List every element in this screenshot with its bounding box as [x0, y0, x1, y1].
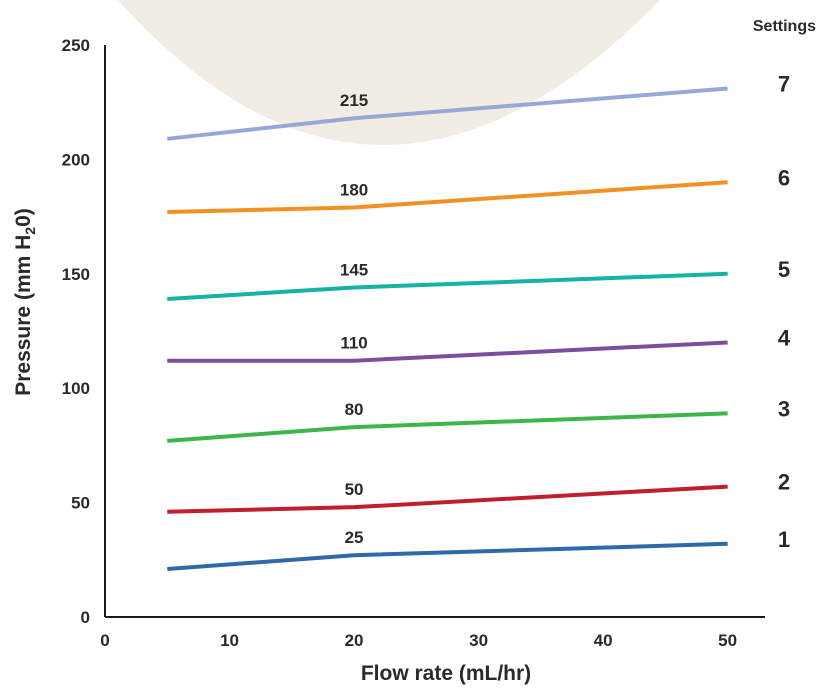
series-line-setting-6 [167, 180, 728, 215]
series-line-setting-3 [167, 411, 728, 443]
x-tick-label-50: 50 [718, 631, 737, 650]
series-line-setting-2 [167, 484, 728, 514]
y-tick-label-50: 50 [71, 494, 90, 513]
series-line-setting-5 [167, 271, 728, 301]
data-label-setting-3: 80 [345, 400, 364, 419]
settings-legend-title: Settings [753, 18, 816, 35]
setting-number-2: 2 [778, 470, 790, 495]
y-axis-title-end: 0) [12, 208, 35, 227]
y-axis-title-main: Pressure (mm H [12, 235, 35, 396]
data-label-setting-5: 145 [340, 261, 368, 280]
y-axis-title: Pressure (mm H20) [12, 208, 38, 396]
x-axis-title: Flow rate (mL/hr) [361, 662, 531, 685]
setting-number-5: 5 [778, 257, 790, 282]
data-label-setting-2: 50 [345, 480, 364, 499]
y-axis-title-subscript: 2 [22, 227, 38, 235]
y-tick-label-0: 0 [81, 608, 90, 627]
series-line-setting-4 [167, 340, 728, 363]
data-label-setting-7: 215 [340, 91, 368, 110]
x-tick-label-10: 10 [220, 631, 239, 650]
y-tick-label-100: 100 [62, 379, 90, 398]
setting-number-4: 4 [778, 325, 791, 350]
series-line-setting-1 [167, 541, 728, 571]
setting-number-1: 1 [778, 527, 790, 552]
x-tick-label-40: 40 [594, 631, 613, 650]
data-label-setting-1: 25 [345, 528, 364, 547]
x-tick-label-20: 20 [345, 631, 364, 650]
data-label-setting-4: 110 [340, 334, 367, 353]
setting-number-3: 3 [778, 396, 790, 421]
x-tick-label-30: 30 [469, 631, 488, 650]
series-line-setting-7 [167, 86, 728, 141]
setting-number-6: 6 [778, 165, 790, 190]
x-tick-label-0: 0 [100, 631, 109, 650]
background-watermark-shape [118, 0, 660, 145]
y-tick-label-150: 150 [62, 265, 90, 284]
y-tick-label-200: 200 [62, 150, 90, 169]
y-tick-label-250: 250 [62, 36, 90, 55]
setting-number-7: 7 [778, 71, 790, 96]
data-label-setting-6: 180 [340, 180, 368, 199]
